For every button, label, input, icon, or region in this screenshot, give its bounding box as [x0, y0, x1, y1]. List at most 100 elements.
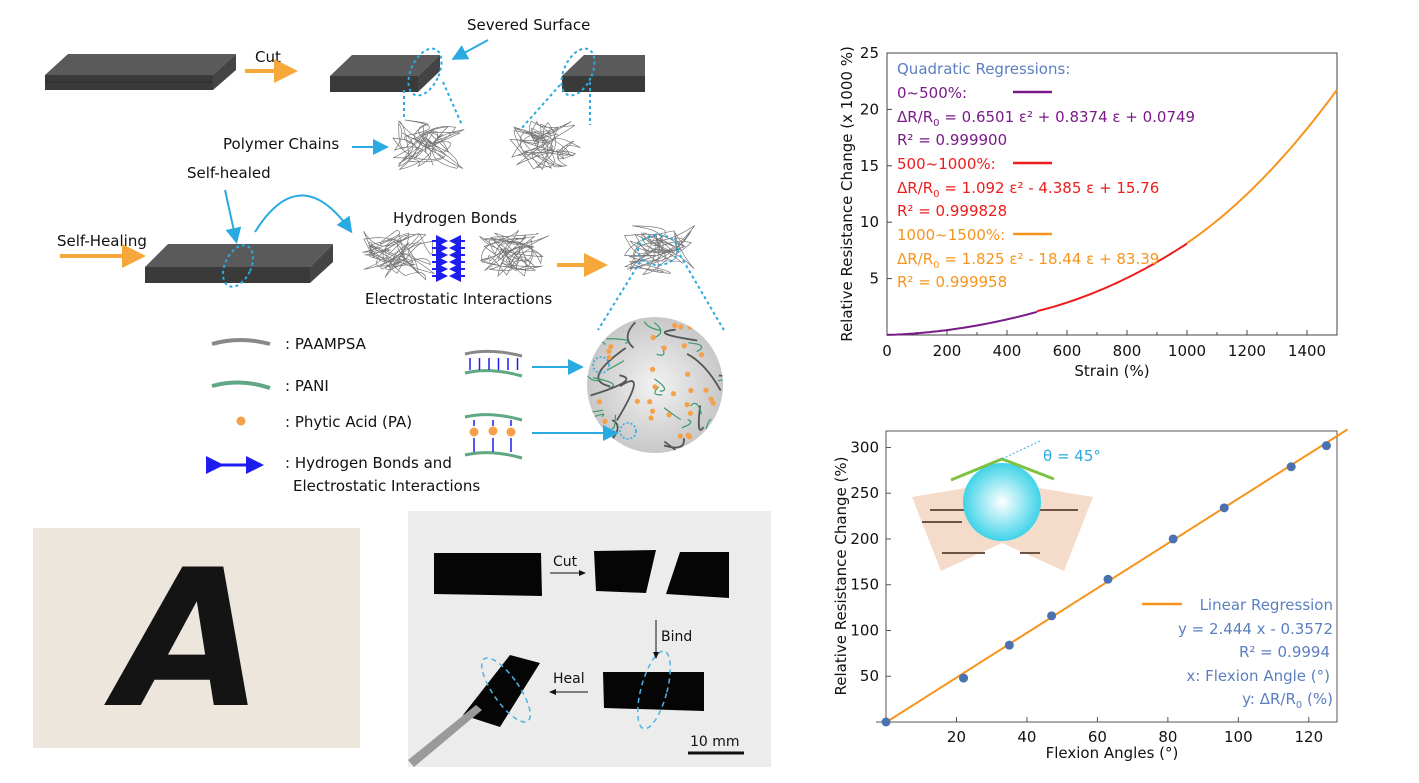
legend-x-def: x: Flexion Angle (°) [1186, 667, 1330, 685]
phytic-acid-dot [649, 366, 656, 372]
phytic-acid-dot [666, 412, 672, 418]
phytic-acid-dot [708, 396, 714, 402]
pani-chain-icon [211, 380, 271, 390]
data-point [1168, 534, 1178, 544]
phytic-acid-dot [670, 391, 677, 397]
pani-chain [717, 378, 723, 384]
pani-chain [607, 360, 625, 371]
phytic-acid-dot [634, 398, 640, 404]
chart-flexion-resistance: θ = 45° 20 40 60 80 100 12050100150200250300 … [832, 428, 1349, 762]
curved-arrow-icon [254, 194, 353, 234]
paampsa-chain [597, 347, 627, 388]
legend-name: Linear Regression [1200, 596, 1333, 614]
phytic-acid-dot [703, 387, 709, 393]
paampsa-chain [718, 338, 723, 377]
pani-chain [654, 378, 666, 392]
paampsa-chain [663, 328, 698, 342]
regression-curve-500-1000 [1036, 242, 1188, 313]
x-tick-label: 1000 [1168, 342, 1206, 360]
paampsa-chain [704, 317, 723, 327]
y-tick-label: 250 [850, 484, 879, 502]
pani-chain [654, 322, 662, 338]
x-tick-label: 120 [1294, 728, 1323, 746]
phytic-acid-dot [650, 334, 656, 341]
self-healed-label: Self-healed [187, 164, 271, 182]
polymer-chains-label: Polymer Chains [223, 135, 339, 153]
legend: : PAAMPSA : PANI : Phytic Acid (PA) : Hy… [206, 335, 480, 495]
hydrogel-slab-cut-right [562, 55, 645, 92]
photo-3d-printed-letter: A [33, 528, 360, 750]
x-tick-label: 1200 [1228, 342, 1266, 360]
data-point [1047, 611, 1057, 621]
phytic-acid-dot [681, 343, 687, 349]
y-tick-label: 200 [850, 530, 879, 548]
legend-equation: ΔR/R0 = 1.825 ε² - 18.44 ε + 83.39 [897, 250, 1159, 271]
phytic-acid-dot [608, 344, 614, 350]
phytic-acid-dot [687, 410, 694, 416]
legend-r2: R² = 0.999958 [897, 273, 1007, 291]
phytic-acid-dot [684, 401, 690, 408]
network-magnified-circle [587, 317, 723, 453]
strip-bound [603, 672, 704, 711]
zoom-highlight [597, 234, 726, 333]
paampsa-chain [587, 402, 595, 445]
strip-cut-piece [594, 550, 656, 593]
pani-chain [663, 407, 682, 420]
severed-surface-label: Severed Surface [467, 16, 590, 34]
paampsa-chain [686, 353, 722, 391]
phytic-acid-dot [685, 432, 691, 438]
regression-curve-1000-1500 [1186, 89, 1338, 244]
data-point [1103, 574, 1113, 584]
legend-paampsa: : PAAMPSA [285, 335, 367, 353]
legend-r2: R² = 0.999828 [897, 202, 1007, 220]
legend-equation: y = 2.444 x - 0.3572 [1178, 620, 1333, 638]
x-tick-label: 80 [1158, 728, 1177, 746]
phytic-acid-dot [606, 348, 612, 355]
sphere-joint [963, 463, 1041, 541]
x-tick-label: 40 [1017, 728, 1036, 746]
paampsa-chain [626, 321, 636, 349]
paampsa-chain [697, 405, 705, 431]
x-tick-label: 100 [1224, 728, 1253, 746]
self-healing-label: Self-Healing [57, 232, 147, 250]
pani-chain [654, 386, 663, 396]
phytic-acid-dot [698, 352, 705, 358]
pani-chain [606, 338, 629, 344]
y-tick-label: 10 [860, 213, 879, 231]
y-tick-label: 20 [860, 100, 879, 118]
hydrogel-slab-healed [145, 244, 333, 288]
legend-pani: : PANI [285, 377, 329, 395]
phytic-acid-dot [596, 399, 602, 405]
paampsa-chain [590, 374, 628, 397]
x-tick-label: 200 [933, 342, 962, 360]
chart-legend: Linear Regression y = 2.444 x - 0.3572 R… [1142, 596, 1333, 711]
hydrogen-bonds-label: Hydrogen Bonds [393, 209, 517, 227]
polymer-tangle [509, 120, 581, 171]
paampsa-chain-icon [211, 338, 271, 346]
y-axis-title: Relative Resistance Change (%) [832, 456, 850, 695]
phytic-acid-dot [648, 415, 654, 421]
pani-chain [587, 422, 597, 434]
phytic-acid-dot [652, 384, 658, 390]
pani-chain [592, 377, 614, 389]
x-tick-label: 0 [882, 342, 892, 360]
regression-curve-0-500 [886, 310, 1038, 336]
strip-cut-piece [666, 552, 729, 598]
phytic-acid-dot [677, 433, 683, 439]
legend-r2: R² = 0.9994 [1239, 643, 1330, 661]
pani-chain [705, 418, 712, 430]
schematic-panel: Cut Severed Surface Polymer Chains Self-… [45, 16, 726, 495]
phytic-acid-dot-icon [236, 416, 246, 426]
paampsa-chain [663, 440, 690, 453]
polymer-tangle [362, 229, 435, 281]
strip-intact [434, 553, 542, 596]
angle-label: θ = 45° [1043, 447, 1101, 465]
phytic-acid-dot [685, 371, 691, 377]
x-tick-label: 60 [1088, 728, 1107, 746]
phytic-acid-dot [710, 400, 716, 406]
polymer-chain-tangles [362, 119, 696, 281]
data-point [881, 717, 891, 727]
data-point [1004, 640, 1014, 650]
phytic-acid-dot [661, 345, 667, 351]
